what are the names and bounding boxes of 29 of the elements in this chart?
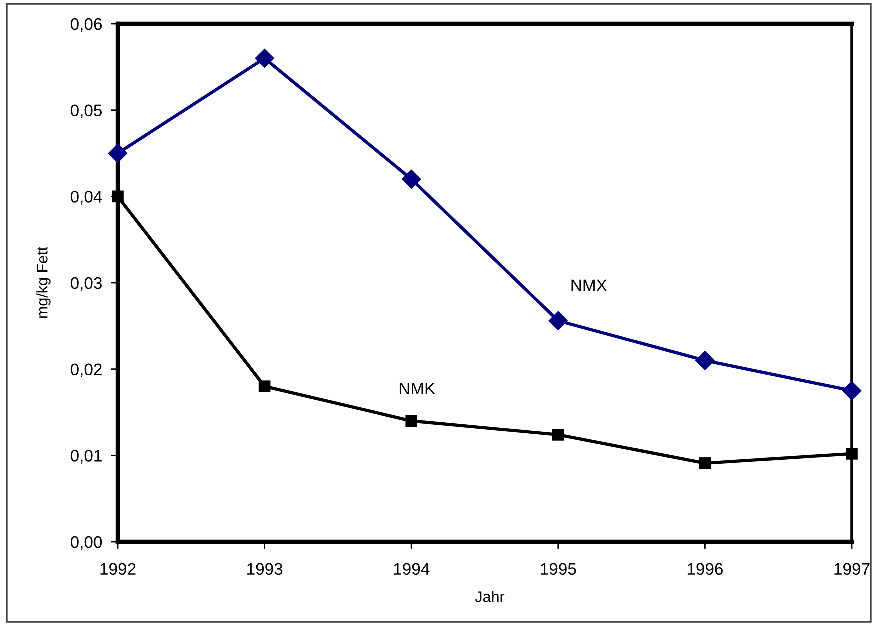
x-axis-title: Jahr [475,591,505,602]
x-tick-label: 1992 [100,563,136,576]
point [108,144,128,164]
point [254,48,275,68]
point [699,458,712,470]
y-tick-label: 0,00 [70,536,102,550]
x-tick-label: 1997 [834,563,870,576]
point [402,170,422,190]
y-tick-label: 0,02 [70,364,102,378]
point [112,190,124,203]
y-tick-label: 0,04 [70,191,102,205]
y-axis-title: mg/kg Fett [36,247,51,318]
y-tick-label: 0,01 [70,450,102,464]
point [552,429,564,441]
x-tick-label: 1996 [688,563,724,576]
point [695,350,716,371]
series-label: NMX [572,280,608,292]
x-tick-label: 1995 [541,563,576,576]
point [258,380,271,393]
x-tick-label: 1994 [394,563,430,576]
point [846,448,858,460]
x-tick-label: 1993 [248,563,283,576]
y-tick-label: 0,06 [70,18,102,32]
point [548,311,568,331]
y-tick-label: 0,05 [70,104,102,119]
series-label: NMK [400,382,436,394]
point [406,415,418,428]
y-tick-label: 0,03 [70,277,102,292]
point [842,381,862,401]
